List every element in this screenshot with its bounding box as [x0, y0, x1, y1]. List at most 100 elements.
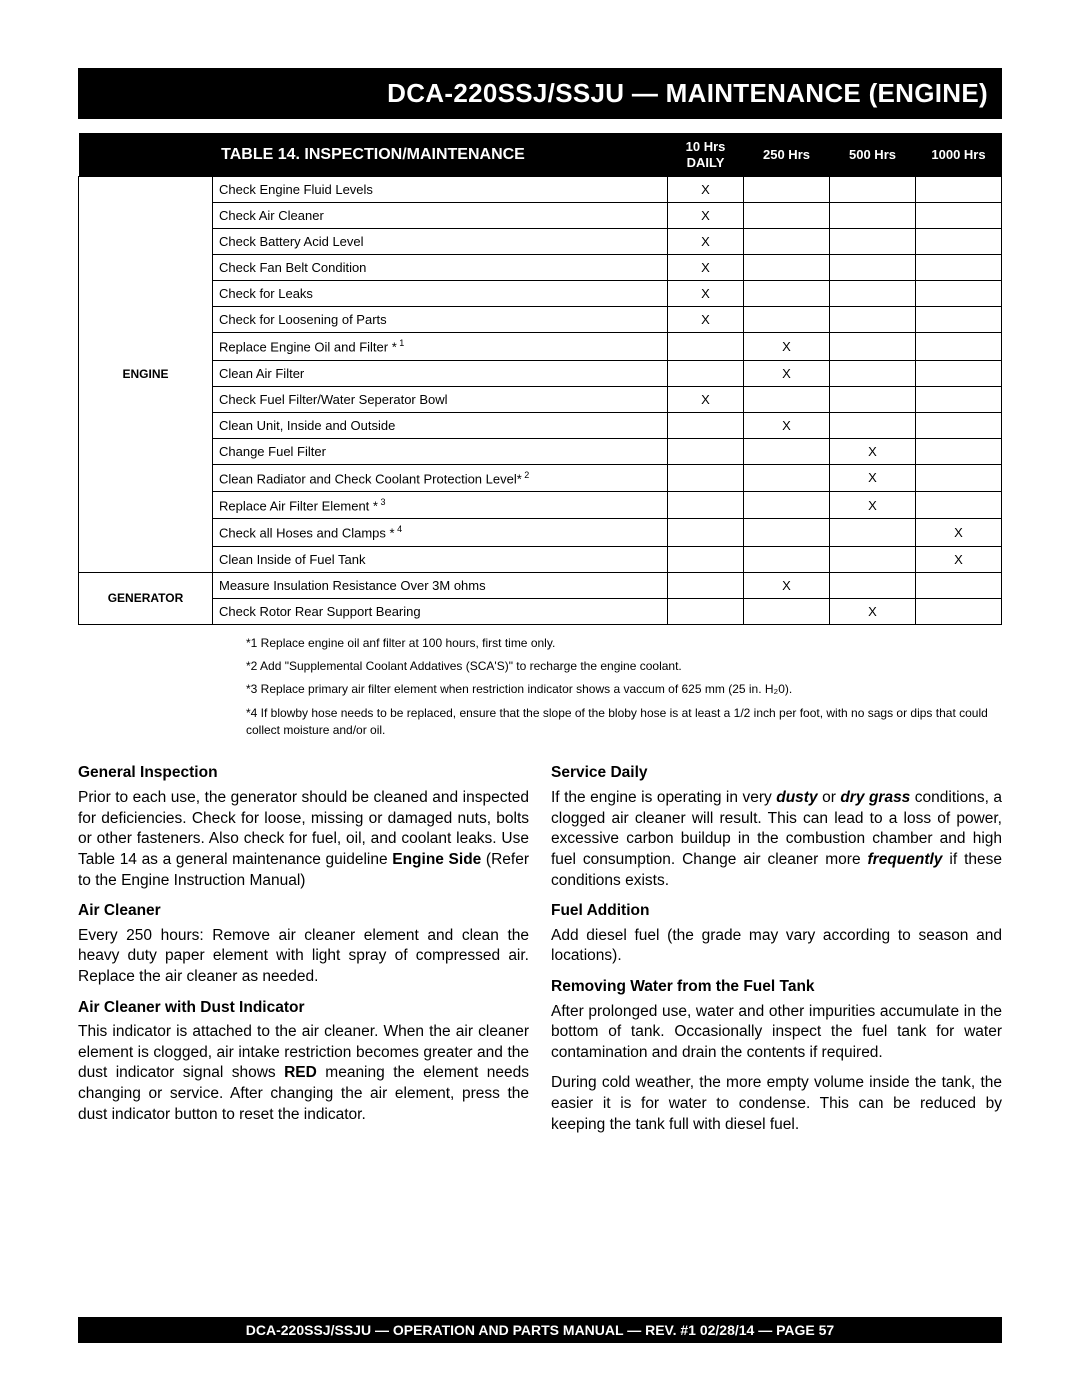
check-cell: [830, 307, 916, 333]
check-cell: [916, 229, 1002, 255]
check-cell: X: [668, 203, 744, 229]
check-cell: [916, 412, 1002, 438]
check-cell: [916, 491, 1002, 518]
table-row: Change Fuel FilterX: [79, 438, 1002, 464]
desc-cell: Check for Leaks: [213, 281, 668, 307]
check-cell: [830, 177, 916, 203]
check-cell: [916, 333, 1002, 360]
check-cell: [916, 307, 1002, 333]
table-title: TABLE 14. INSPECTION/MAINTENANCE: [79, 133, 668, 177]
table-row: Check Rotor Rear Support Bearing X: [79, 598, 1002, 624]
check-cell: [830, 519, 916, 546]
para: Add diesel fuel (the grade may vary acco…: [551, 926, 1002, 967]
check-cell: X: [744, 360, 830, 386]
para: If the engine is operating in very dusty…: [551, 788, 1002, 891]
para: This indicator is attached to the air cl…: [78, 1022, 529, 1125]
table-row: Clean Inside of Fuel Tank X: [79, 546, 1002, 572]
check-cell: [744, 464, 830, 491]
heading-removing-water: Removing Water from the Fuel Tank: [551, 977, 1002, 998]
check-cell: [744, 386, 830, 412]
footnote: *3 Replace primary air filter element wh…: [246, 681, 1002, 698]
category-cell: ENGINE: [79, 177, 213, 572]
heading-fuel-addition: Fuel Addition: [551, 901, 1002, 922]
check-cell: [744, 281, 830, 307]
check-cell: [668, 519, 744, 546]
para: Prior to each use, the generator should …: [78, 788, 529, 891]
table-row: Check for Loosening of PartsX: [79, 307, 1002, 333]
check-cell: X: [668, 177, 744, 203]
check-cell: X: [668, 307, 744, 333]
check-cell: X: [668, 255, 744, 281]
table-row: Check Fuel Filter/Water Seperator BowlX: [79, 386, 1002, 412]
table-row: ENGINECheck Engine Fluid LevelsX: [79, 177, 1002, 203]
check-cell: X: [668, 386, 744, 412]
check-cell: X: [744, 333, 830, 360]
check-cell: [744, 229, 830, 255]
check-cell: [744, 491, 830, 518]
maintenance-table: TABLE 14. INSPECTION/MAINTENANCE10 HrsDA…: [78, 133, 1002, 625]
footnote: *4 If blowby hose needs to be replaced, …: [246, 705, 1002, 740]
table-row: Replace Engine Oil and Filter * 1 X: [79, 333, 1002, 360]
check-cell: [744, 203, 830, 229]
check-cell: X: [744, 572, 830, 598]
check-cell: [916, 360, 1002, 386]
check-cell: [916, 464, 1002, 491]
check-cell: [668, 491, 744, 518]
desc-cell: Replace Air Filter Element * 3: [213, 491, 668, 518]
check-cell: [668, 412, 744, 438]
desc-cell: Clean Air Filter: [213, 360, 668, 386]
table-row: Replace Air Filter Element * 3 X: [79, 491, 1002, 518]
table-row: Check Fan Belt ConditionX: [79, 255, 1002, 281]
check-cell: [830, 203, 916, 229]
check-cell: [830, 412, 916, 438]
page-header: DCA-220SSJ/SSJU — MAINTENANCE (ENGINE): [78, 68, 1002, 119]
check-cell: X: [830, 438, 916, 464]
table-row: Check Air CleanerX: [79, 203, 1002, 229]
check-cell: [830, 546, 916, 572]
check-cell: [830, 229, 916, 255]
check-cell: [916, 598, 1002, 624]
check-cell: [744, 177, 830, 203]
check-cell: [744, 255, 830, 281]
check-cell: [668, 438, 744, 464]
desc-cell: Check Rotor Rear Support Bearing: [213, 598, 668, 624]
table-row: Clean Air Filter X: [79, 360, 1002, 386]
check-cell: X: [668, 281, 744, 307]
check-cell: [916, 177, 1002, 203]
check-cell: X: [916, 546, 1002, 572]
check-cell: [668, 546, 744, 572]
column-header: 10 HrsDAILY: [668, 133, 744, 177]
desc-cell: Clean Inside of Fuel Tank: [213, 546, 668, 572]
check-cell: [744, 598, 830, 624]
check-cell: [916, 281, 1002, 307]
footnotes: *1 Replace engine oil anf filter at 100 …: [246, 635, 1002, 740]
footnote: *2 Add "Supplemental Coolant Addatives (…: [246, 658, 1002, 675]
para: Every 250 hours: Remove air cleaner elem…: [78, 926, 529, 988]
desc-cell: Check all Hoses and Clamps * 4: [213, 519, 668, 546]
check-cell: X: [830, 598, 916, 624]
check-cell: [916, 255, 1002, 281]
check-cell: [916, 203, 1002, 229]
heading-air-cleaner: Air Cleaner: [78, 901, 529, 922]
left-column: General Inspection Prior to each use, th…: [78, 753, 529, 1145]
check-cell: [668, 598, 744, 624]
check-cell: [668, 464, 744, 491]
desc-cell: Measure Insulation Resistance Over 3M oh…: [213, 572, 668, 598]
check-cell: [916, 438, 1002, 464]
check-cell: [830, 360, 916, 386]
check-cell: [744, 307, 830, 333]
category-cell: GENERATOR: [79, 572, 213, 624]
desc-cell: Replace Engine Oil and Filter * 1: [213, 333, 668, 360]
heading-service-daily: Service Daily: [551, 763, 1002, 784]
column-header: 500 Hrs: [830, 133, 916, 177]
check-cell: [744, 438, 830, 464]
check-cell: [668, 360, 744, 386]
check-cell: X: [830, 491, 916, 518]
desc-cell: Clean Unit, Inside and Outside: [213, 412, 668, 438]
desc-cell: Check Fuel Filter/Water Seperator Bowl: [213, 386, 668, 412]
check-cell: [830, 386, 916, 412]
table-row: GENERATORMeasure Insulation Resistance O…: [79, 572, 1002, 598]
check-cell: [668, 333, 744, 360]
desc-cell: Check Battery Acid Level: [213, 229, 668, 255]
check-cell: X: [830, 464, 916, 491]
